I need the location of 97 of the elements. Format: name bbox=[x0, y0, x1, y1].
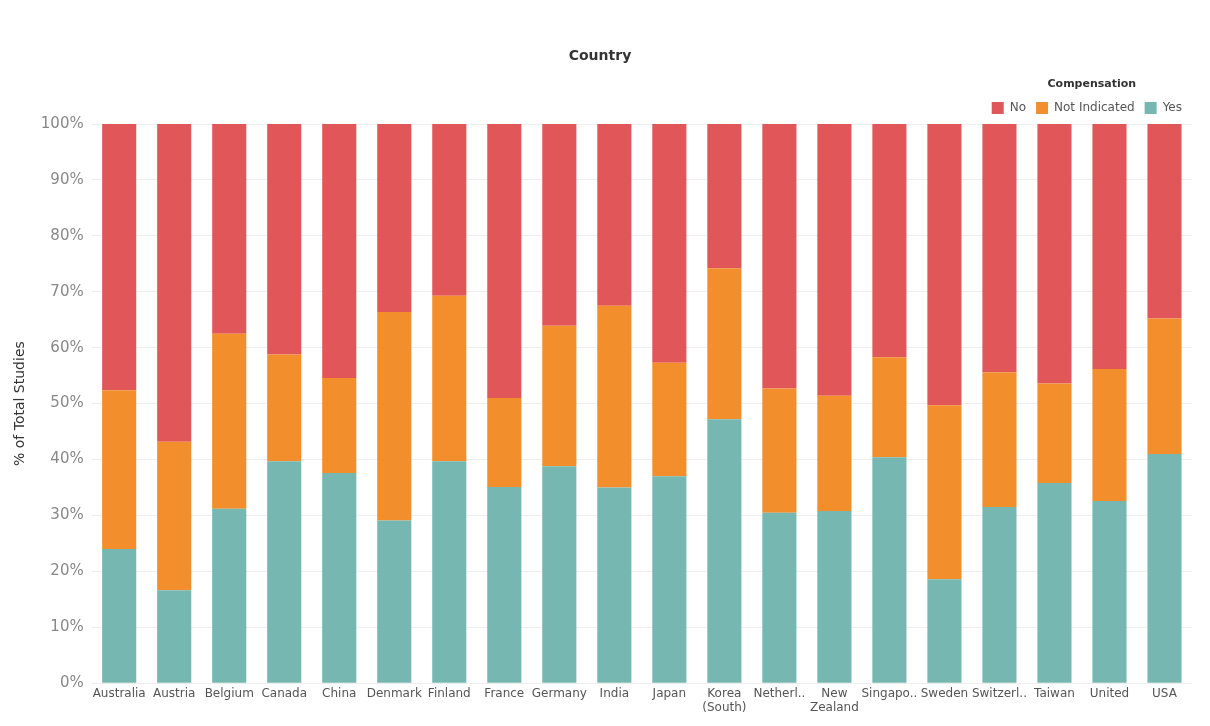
y-tick-label: 100% bbox=[40, 113, 84, 132]
bar bbox=[377, 124, 412, 312]
bar bbox=[542, 325, 577, 467]
bar bbox=[1037, 124, 1072, 384]
bar bbox=[542, 466, 577, 683]
bar bbox=[762, 512, 797, 683]
legend-title: Compensation bbox=[1047, 77, 1137, 91]
y-tick-label: 70% bbox=[50, 281, 84, 300]
bar bbox=[1147, 453, 1182, 683]
y-tick-label: 90% bbox=[50, 169, 84, 188]
bar bbox=[762, 388, 797, 513]
x-tick-label: Sweden bbox=[920, 685, 969, 700]
x-tick-label: Denmark bbox=[366, 685, 422, 700]
bar bbox=[927, 579, 962, 683]
x-tick-label: Korea (South) bbox=[702, 685, 747, 714]
y-axis-title: % of Total Studies bbox=[11, 341, 28, 466]
bar bbox=[1147, 318, 1182, 454]
bar bbox=[102, 390, 137, 549]
bar bbox=[322, 472, 357, 683]
x-tick-label: Belgium bbox=[204, 685, 254, 700]
y-tick-label: 30% bbox=[50, 505, 84, 524]
bar bbox=[982, 507, 1017, 683]
x-tick-label: France bbox=[484, 685, 525, 700]
bar bbox=[212, 124, 247, 334]
bar bbox=[377, 520, 412, 683]
y-tick-label: 60% bbox=[50, 337, 84, 356]
bar bbox=[597, 487, 632, 683]
bar bbox=[652, 476, 687, 683]
bar bbox=[267, 124, 302, 355]
y-tick-label: 50% bbox=[50, 393, 84, 412]
x-tick-label: United bbox=[1089, 685, 1130, 700]
bar bbox=[267, 354, 302, 462]
x-tick-label: Germany bbox=[531, 685, 587, 700]
bar bbox=[707, 124, 742, 269]
bar bbox=[102, 124, 137, 391]
bar bbox=[597, 305, 632, 488]
bar bbox=[652, 362, 687, 477]
x-tick-label: Japan bbox=[651, 685, 687, 700]
bar bbox=[1092, 368, 1127, 501]
bar bbox=[927, 124, 962, 406]
bar bbox=[1092, 124, 1127, 369]
x-tick-label: Taiwan bbox=[1033, 685, 1075, 700]
bar bbox=[707, 268, 742, 420]
y-tick-label: 40% bbox=[50, 449, 84, 468]
x-tick-label: China bbox=[322, 685, 357, 700]
x-tick-label: Switzerl.. bbox=[971, 685, 1027, 700]
x-tick-label: Singapo.. bbox=[861, 685, 918, 700]
bar bbox=[1037, 383, 1072, 484]
y-tick-label: 80% bbox=[50, 225, 84, 244]
bar bbox=[1147, 124, 1182, 319]
x-tick-label: Finland bbox=[427, 685, 471, 700]
bar bbox=[157, 441, 192, 591]
bar bbox=[762, 124, 797, 389]
bar bbox=[212, 508, 247, 683]
x-tick-label: Canada bbox=[261, 685, 308, 700]
bar bbox=[377, 311, 412, 521]
x-tick-label: Austria bbox=[153, 685, 196, 700]
bar bbox=[1037, 483, 1072, 683]
bar bbox=[982, 372, 1017, 508]
bar bbox=[322, 377, 357, 473]
bar bbox=[817, 395, 852, 511]
bar bbox=[1092, 500, 1127, 683]
x-tick-label: New Zealand bbox=[809, 685, 859, 714]
x-axis-title: Country bbox=[568, 47, 632, 64]
bar bbox=[872, 457, 907, 683]
bar bbox=[872, 357, 907, 458]
x-tick-label: India bbox=[599, 685, 630, 700]
bar bbox=[487, 398, 522, 487]
x-tick-label: Netherl.. bbox=[753, 685, 806, 700]
legend-label: Not Indicated bbox=[1054, 100, 1135, 115]
bar bbox=[982, 124, 1017, 373]
bar bbox=[157, 590, 192, 683]
bar bbox=[542, 124, 577, 326]
bar bbox=[597, 124, 632, 306]
bar bbox=[872, 124, 907, 358]
bar bbox=[817, 510, 852, 683]
y-tick-label: 20% bbox=[50, 561, 84, 580]
bar bbox=[927, 405, 962, 580]
bar bbox=[432, 461, 467, 683]
legend-label: No bbox=[1009, 100, 1027, 115]
bar bbox=[102, 548, 137, 683]
bar bbox=[487, 486, 522, 683]
bar bbox=[267, 461, 302, 683]
x-tick-label: USA bbox=[1152, 685, 1178, 700]
legend-label: Yes bbox=[1161, 100, 1182, 115]
bar bbox=[487, 124, 522, 399]
bar bbox=[432, 124, 467, 296]
y-tick-label: 0% bbox=[59, 673, 84, 692]
bar bbox=[652, 124, 687, 363]
bar bbox=[212, 333, 247, 509]
bar bbox=[707, 419, 742, 683]
y-tick-label: 10% bbox=[50, 617, 84, 636]
bar bbox=[157, 124, 192, 442]
bar bbox=[322, 124, 357, 378]
bar bbox=[817, 124, 852, 396]
bar bbox=[432, 295, 467, 462]
x-tick-label: Australia bbox=[92, 685, 146, 700]
